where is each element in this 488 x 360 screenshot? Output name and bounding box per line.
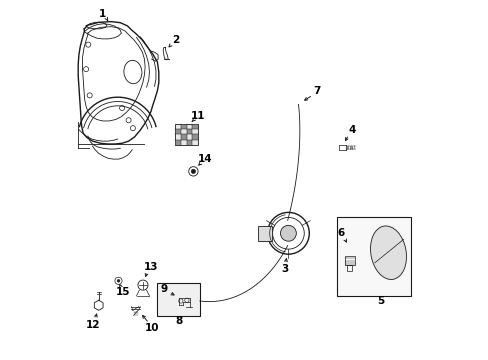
- Text: 13: 13: [143, 262, 158, 272]
- Circle shape: [117, 279, 120, 282]
- Bar: [346, 265, 352, 271]
- Text: 5: 5: [377, 296, 384, 306]
- Bar: [175, 140, 181, 145]
- Ellipse shape: [370, 226, 406, 279]
- Text: 7: 7: [312, 86, 320, 96]
- Bar: [175, 124, 197, 145]
- Bar: [336, 217, 410, 296]
- Text: 10: 10: [144, 323, 159, 333]
- Bar: [186, 129, 192, 134]
- Bar: [175, 129, 181, 134]
- Bar: [181, 124, 186, 129]
- Text: 6: 6: [337, 228, 344, 238]
- Circle shape: [280, 225, 296, 241]
- Text: 1: 1: [99, 9, 106, 19]
- Text: 15: 15: [116, 287, 130, 297]
- Circle shape: [191, 169, 195, 174]
- Text: 2: 2: [171, 35, 179, 45]
- Bar: [181, 134, 186, 140]
- Bar: [192, 124, 197, 129]
- Text: 3: 3: [281, 264, 288, 274]
- Text: 12: 12: [85, 320, 100, 330]
- Text: 14: 14: [198, 154, 212, 164]
- Bar: [192, 134, 197, 140]
- Bar: [257, 226, 271, 241]
- Bar: [157, 283, 200, 316]
- Bar: [344, 256, 354, 265]
- Text: 9: 9: [161, 284, 167, 294]
- Text: 4: 4: [348, 125, 355, 135]
- Text: 8: 8: [175, 316, 182, 326]
- Bar: [186, 140, 192, 145]
- Text: 11: 11: [191, 111, 205, 121]
